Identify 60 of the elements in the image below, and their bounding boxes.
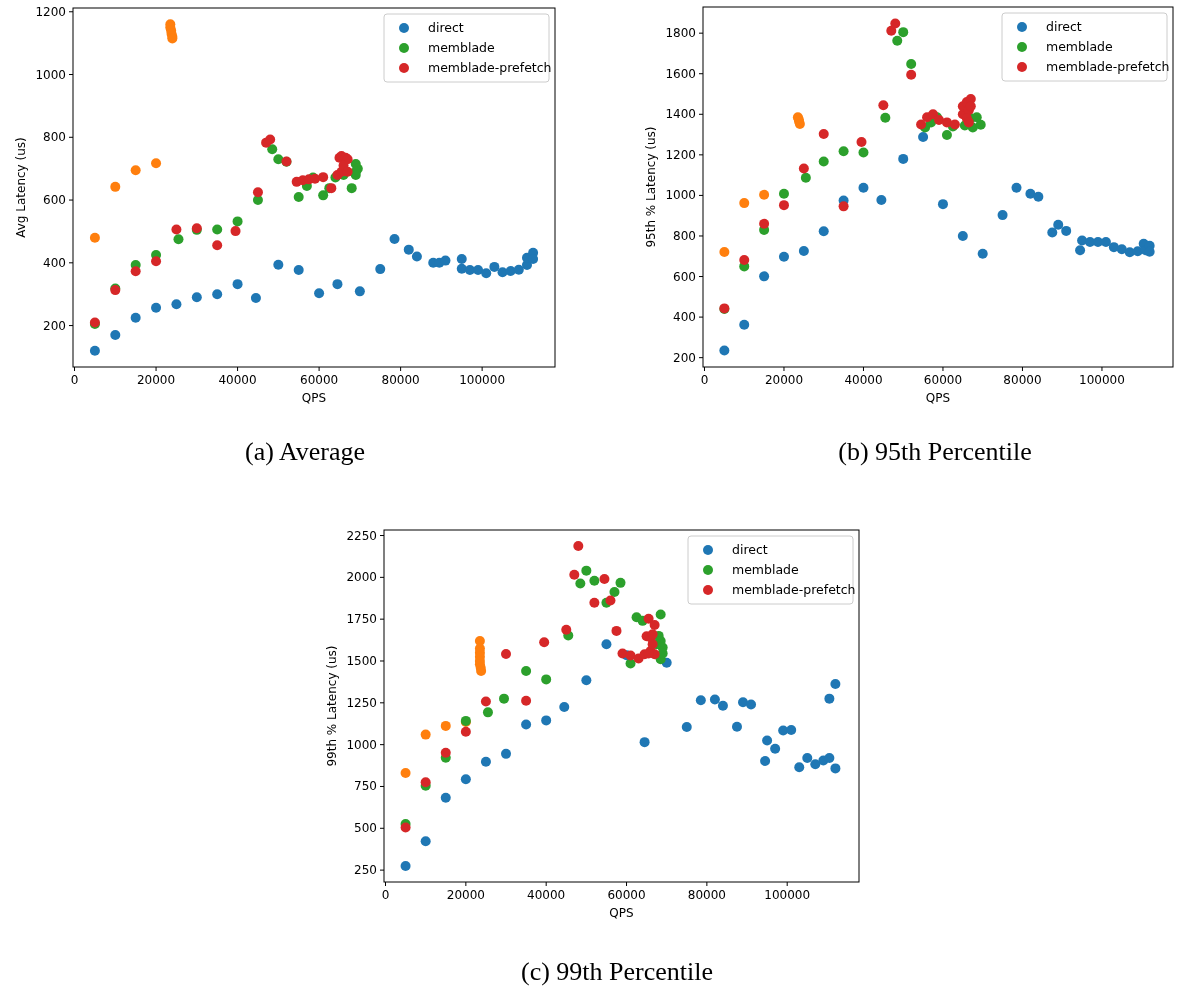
- x-tick-label: 20000: [764, 373, 804, 387]
- legend-label: memblade: [732, 562, 800, 577]
- x-axis-title: QPS: [925, 391, 951, 405]
- x-tick-label: 40000: [844, 373, 883, 387]
- y-tick-label: 1000: [346, 737, 377, 752]
- x-tick-label: 100000: [1079, 373, 1125, 387]
- text: (a) Average: [244, 437, 366, 466]
- y-tick-label: 1250: [346, 695, 377, 710]
- x-tick-label: 100000: [764, 888, 811, 902]
- y-axis-title: 95th % Latency (us): [644, 126, 658, 248]
- y-tick-label: 1500: [346, 654, 377, 668]
- x-tick-label: 60000: [923, 373, 963, 387]
- x-tick-label: 60000: [607, 888, 646, 902]
- x-tick-label: 20000: [446, 888, 485, 902]
- y-tick-label: 2000: [346, 570, 377, 585]
- y-tick-label: 2250: [346, 528, 377, 543]
- y-tick-label: 1000: [665, 188, 696, 203]
- x-axis-title: QPS: [301, 391, 327, 405]
- x-tick-label: 60000: [300, 373, 339, 387]
- y-tick-label: 750: [354, 779, 377, 794]
- x-tick-label: 0: [700, 373, 709, 387]
- legend-label: memblade-prefetch: [732, 582, 856, 597]
- y-axis-title: 99th % Latency (us): [325, 645, 339, 767]
- y-tick-label: 1600: [665, 66, 696, 81]
- y-axis-title: Avg Latency (us): [14, 137, 28, 238]
- x-tick-label: 0: [381, 888, 390, 902]
- legend-label: direct: [428, 20, 464, 35]
- legend-label: memblade-prefetch: [428, 60, 552, 75]
- y-tick-label: 800: [673, 228, 696, 243]
- y-tick-label: 600: [43, 193, 66, 208]
- y-tick-label: 250: [354, 863, 377, 878]
- y-tick-label: 200: [673, 350, 696, 365]
- y-tick-label: 400: [673, 310, 696, 325]
- text: (b) 95th Percentile: [838, 437, 1032, 466]
- y-tick-label: 500: [354, 821, 377, 836]
- x-tick-label: 0: [70, 373, 79, 387]
- legend-label: memblade-prefetch: [1046, 59, 1170, 74]
- y-tick-label: 200: [43, 318, 66, 333]
- y-tick-label: 1200: [35, 4, 66, 19]
- legend-label: direct: [1046, 19, 1082, 34]
- x-tick-label: 80000: [687, 888, 726, 902]
- text: (c) 99th Percentile: [520, 957, 714, 986]
- y-tick-label: 400: [43, 255, 66, 270]
- y-tick-label: 1750: [346, 612, 377, 627]
- y-tick-label: 800: [43, 130, 66, 145]
- legend-label: direct: [732, 542, 768, 557]
- x-tick-label: 40000: [527, 888, 566, 902]
- x-tick-label: 20000: [136, 373, 176, 387]
- y-tick-label: 1000: [35, 67, 66, 82]
- y-tick-label: 600: [673, 269, 696, 284]
- y-tick-label: 1800: [665, 26, 696, 41]
- legend-label: memblade: [428, 40, 496, 55]
- x-tick-label: 80000: [1003, 373, 1042, 387]
- x-tick-label: 40000: [218, 373, 257, 387]
- legend-label: memblade: [1046, 39, 1114, 54]
- y-tick-label: 1200: [665, 147, 696, 162]
- x-axis-title: QPS: [609, 906, 634, 920]
- x-tick-label: 100000: [459, 373, 506, 387]
- y-tick-label: 1400: [665, 107, 696, 122]
- x-tick-label: 80000: [381, 373, 420, 387]
